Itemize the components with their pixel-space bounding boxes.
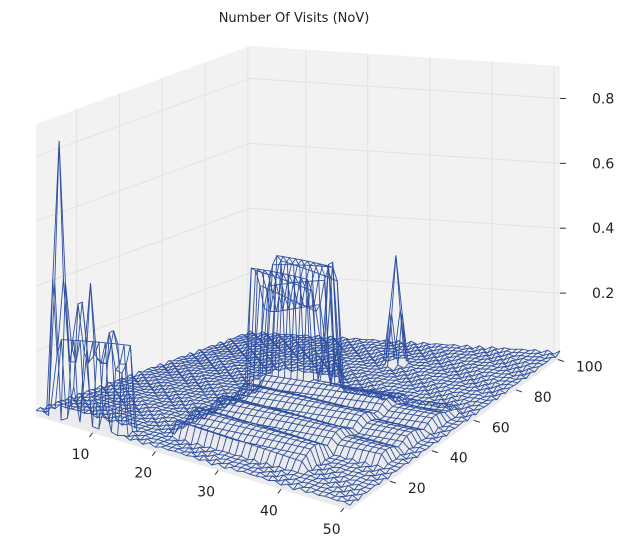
wire-line-y bbox=[224, 340, 536, 373]
y-tick-mark bbox=[515, 389, 523, 393]
wireframe-surface bbox=[35, 140, 561, 506]
wire-line-y bbox=[44, 278, 359, 501]
y-tick-label: 40 bbox=[450, 451, 468, 467]
wire-line-y bbox=[189, 352, 502, 397]
x-tick-mark bbox=[151, 451, 156, 457]
x-tick-label: 30 bbox=[197, 485, 215, 501]
axis-ticks: 10 20 30 40 50 20 40 60 80 100 0.2 0.4 0.6 0.8 bbox=[72, 91, 615, 538]
x-tick-mark bbox=[277, 489, 282, 494]
z-tick-label: 0.8 bbox=[592, 91, 614, 107]
chart-title: Number Of Visits (NoV) bbox=[219, 11, 370, 26]
y-tick-label: 100 bbox=[576, 360, 603, 376]
y-tick-label: 20 bbox=[408, 481, 426, 497]
wire-line-y bbox=[211, 314, 523, 380]
wire-line-y bbox=[232, 338, 544, 365]
wire-line-y bbox=[194, 351, 506, 394]
y-tick-label: 60 bbox=[492, 420, 510, 436]
x-tick-mark bbox=[89, 432, 93, 438]
wire-line-y bbox=[168, 279, 481, 411]
wire-line-y bbox=[138, 371, 451, 432]
wire-line-y bbox=[134, 373, 447, 437]
wire-line-y bbox=[129, 374, 443, 439]
z-tick-label: 0.4 bbox=[592, 221, 614, 237]
wire-line-y bbox=[74, 395, 389, 480]
wire-line-y bbox=[215, 255, 527, 379]
wire-line-y bbox=[249, 330, 561, 355]
wire-line-y bbox=[91, 389, 405, 465]
left-pane bbox=[36, 46, 250, 416]
wire-line-y bbox=[48, 339, 363, 496]
wire-line-y bbox=[172, 264, 485, 408]
wire-line-y bbox=[61, 400, 376, 486]
x-tick-mark bbox=[340, 507, 345, 513]
x-tick-label: 20 bbox=[134, 466, 152, 482]
wire-line-y bbox=[95, 388, 410, 464]
grid-line-z-back bbox=[249, 77, 561, 99]
wire-line-y bbox=[69, 396, 384, 481]
back-pane bbox=[250, 46, 560, 358]
wire-line-y bbox=[117, 379, 430, 447]
axis-panes bbox=[36, 46, 560, 510]
wire-line-y bbox=[125, 377, 439, 443]
wire-line-y bbox=[207, 347, 519, 384]
wire-line-y bbox=[228, 338, 540, 369]
wire-line-y bbox=[112, 382, 426, 451]
wire-line-y bbox=[164, 262, 477, 416]
grid-line-y-floor bbox=[119, 385, 433, 452]
grid-line-z-left bbox=[35, 142, 251, 222]
y-tick-mark bbox=[389, 480, 397, 484]
wire-line-y bbox=[99, 385, 414, 460]
x-tick-label: 40 bbox=[260, 503, 278, 519]
wire-line-y bbox=[219, 309, 531, 376]
x-tick-label: 10 bbox=[72, 447, 90, 463]
wire-line-y bbox=[87, 390, 401, 469]
x-tick-mark bbox=[214, 470, 219, 475]
wire-line-y bbox=[181, 260, 493, 401]
x-tick-label: 50 bbox=[323, 522, 341, 538]
wire-line-y bbox=[177, 255, 489, 405]
wire-line-y bbox=[185, 354, 498, 400]
z-tick-label: 0.2 bbox=[592, 286, 614, 302]
y-tick-mark bbox=[557, 359, 565, 362]
y-tick-mark bbox=[431, 450, 439, 454]
wire-line-y bbox=[198, 349, 510, 390]
y-tick-label: 80 bbox=[534, 390, 552, 406]
grid-line-z-left bbox=[35, 272, 251, 352]
wire-line-y bbox=[202, 349, 514, 387]
wire-line-y bbox=[155, 269, 468, 422]
wire-line-y bbox=[57, 401, 372, 490]
wire-line-y bbox=[66, 399, 380, 485]
wire-line-y bbox=[83, 393, 397, 472]
grid-line-z-back bbox=[249, 142, 561, 164]
wire-line-y bbox=[121, 378, 435, 443]
grid-line-z-back bbox=[249, 207, 561, 229]
wire-line-y bbox=[147, 368, 460, 426]
wire-line-y bbox=[53, 404, 368, 493]
grid-line-z-back bbox=[249, 272, 561, 294]
grid-line-z-left bbox=[35, 77, 251, 157]
wire-line-y bbox=[142, 371, 456, 429]
y-tick-mark bbox=[473, 419, 481, 423]
wire-line-y bbox=[245, 332, 557, 358]
grid-line-z-left bbox=[35, 207, 251, 287]
wire-line-y bbox=[237, 336, 548, 363]
wire-line-y bbox=[241, 334, 552, 360]
z-tick-label: 0.6 bbox=[592, 156, 614, 172]
wire-line-y bbox=[35, 282, 351, 506]
wire-line-y bbox=[40, 140, 355, 502]
